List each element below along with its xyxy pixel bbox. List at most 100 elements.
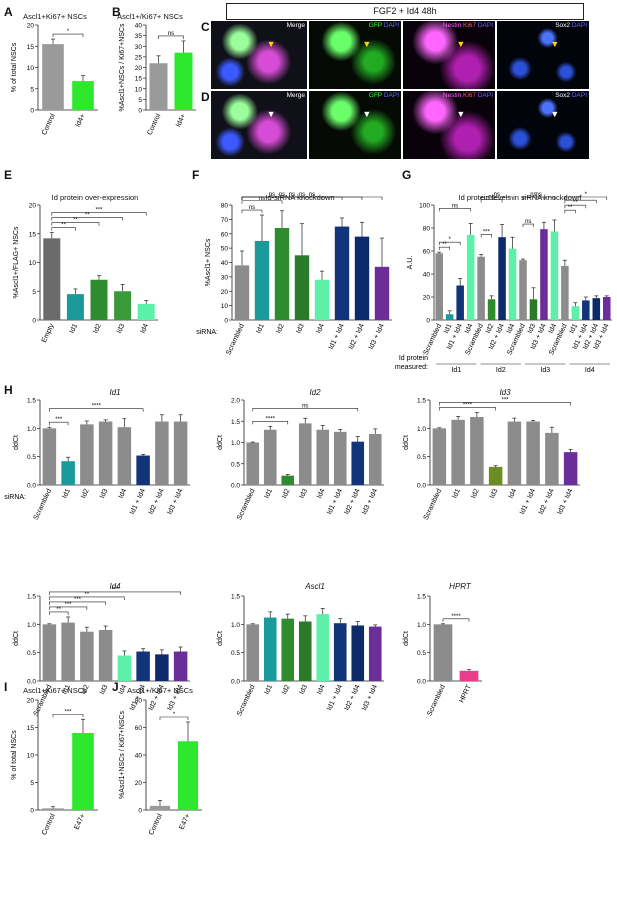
significance-label: *** [74,597,82,603]
arrowhead-marker: ▼ [362,38,372,49]
y-tick-label: 5 [30,780,34,787]
bar [316,429,330,485]
significance-bracket [439,402,571,406]
bar [487,299,496,320]
y-axis-label: %Ascl1+NSCs / Ki67+NSCs [119,711,126,799]
panel-letter-h: H [4,383,13,397]
y-tick-label: 1.5 [231,594,240,601]
bar [137,303,155,320]
bar [466,234,475,320]
channel-label: Sox2 [555,22,572,29]
group-label: Id1 [451,367,461,374]
y-axis-label: % of total NSCs [11,42,18,92]
y-axis-label: ddCt [403,631,410,646]
bar [561,265,569,320]
chart-e: 0 5 10 15 20 %Ascl1+/FLAG+ NSCs Empty Id1 Id2 Id3… [13,203,158,344]
y-tick-label: 1.0 [27,426,36,433]
significance-bracket [241,209,263,214]
x-tick-label: Scrambled [423,488,444,521]
y-tick-label: 0.0 [417,679,426,686]
y-tick-label: 0 [426,318,430,325]
y-axis-label: ddCt [13,435,20,450]
significance-label: *** [483,229,491,235]
x-tick-label: Id2 + Id4 [344,684,362,712]
significance-bracket [522,223,534,228]
chart-h2: 0.0 0.5 1.0 1.5 2.0 ddCt Scrambled Id1 Id2 Id3 Id4… [217,398,384,521]
bar [519,260,527,320]
bar [529,299,538,320]
micrograph-label: GFP DAPI [369,92,399,99]
bar [281,475,295,485]
bar [451,419,465,485]
significance-label: ns [299,192,305,198]
panel-letter-a: A [4,5,13,19]
y-tick-label: 80 [135,698,143,705]
micrograph-sox2-d: Sox2 DAPI ▼ [496,90,590,160]
x-tick-label: Scrambled [426,684,447,717]
bar [174,52,193,110]
y-tick-label: 0 [32,318,36,325]
micrograph-label: GFP DAPI [369,22,399,29]
x-tick-label: Id3 [99,488,110,500]
channel-label: DAPI [383,22,399,29]
bar [149,63,168,110]
channel-label: GFP [368,22,384,29]
bar [43,238,61,320]
x-tick-label: Id4 [506,323,517,335]
y-tick-label: 15 [135,76,143,83]
significance-bracket [442,618,470,622]
panel-letter-g: G [402,168,412,182]
bar [435,253,444,320]
bar [42,808,64,810]
y-tick-label: 20 [27,23,35,30]
x-tick-label: Id2 + Id4 [344,488,362,516]
micrograph-label: Sox2 DAPI [555,22,587,29]
bar [149,805,171,810]
y-tick-label: 40 [135,23,143,30]
channel-label: Nestin [442,22,463,29]
chart-title-a: Ascl1+Ki67+ NSCs [23,12,87,21]
y-tick-label: 1.5 [27,398,36,405]
significance-label: * [579,195,582,201]
y-tick-label: 5 [30,86,34,93]
bar [80,631,94,681]
significance-label: ** [61,223,66,229]
x-tick-label: Id4+ [75,113,87,128]
bar [98,421,113,485]
chart-title-f: Id-siRNA knockdown [265,193,335,202]
bar [66,294,84,320]
y-tick-label: 80 [221,203,229,210]
bar [246,442,260,485]
panel-letter-f: F [192,168,200,182]
x-tick-label: Id1 + Id4 [328,323,346,351]
y-tick-label: 60 [221,231,229,238]
y-axis-label: ddCt [217,435,224,450]
bar [374,266,390,320]
figure-banner: FGF2 + Id4 48h [226,3,584,20]
x-tick-label: Id4 [140,323,151,335]
bar [42,44,64,110]
x-tick-label: Scrambled [423,323,444,356]
significance-label: ns [289,192,295,198]
significance-bracket [52,713,84,718]
y-tick-label: 40 [221,260,229,267]
bar [333,431,347,485]
bar [351,625,365,681]
chart-title-h2: Id2 [309,388,321,397]
significance-label: **** [92,404,102,410]
significance-bracket [252,421,289,425]
x-prefix-label: siRNA: [4,494,26,501]
significance-bracket [49,408,144,412]
micrograph-label: Merge [287,92,305,99]
significance-label: ns [530,192,536,198]
y-axis-label: %Ascl1+NSCs / Ki67+NSCs [119,23,126,111]
significance-label: *** [501,397,509,403]
x-tick-label: Id1 [61,488,72,500]
bar [61,622,75,681]
bar [488,466,503,485]
x-tick-label: Control [41,812,57,836]
arrowhead-marker: ▼ [456,108,466,119]
x-tick-label: Id2 + Id4 [348,323,366,351]
x-tick-label: Id3 [527,323,538,335]
